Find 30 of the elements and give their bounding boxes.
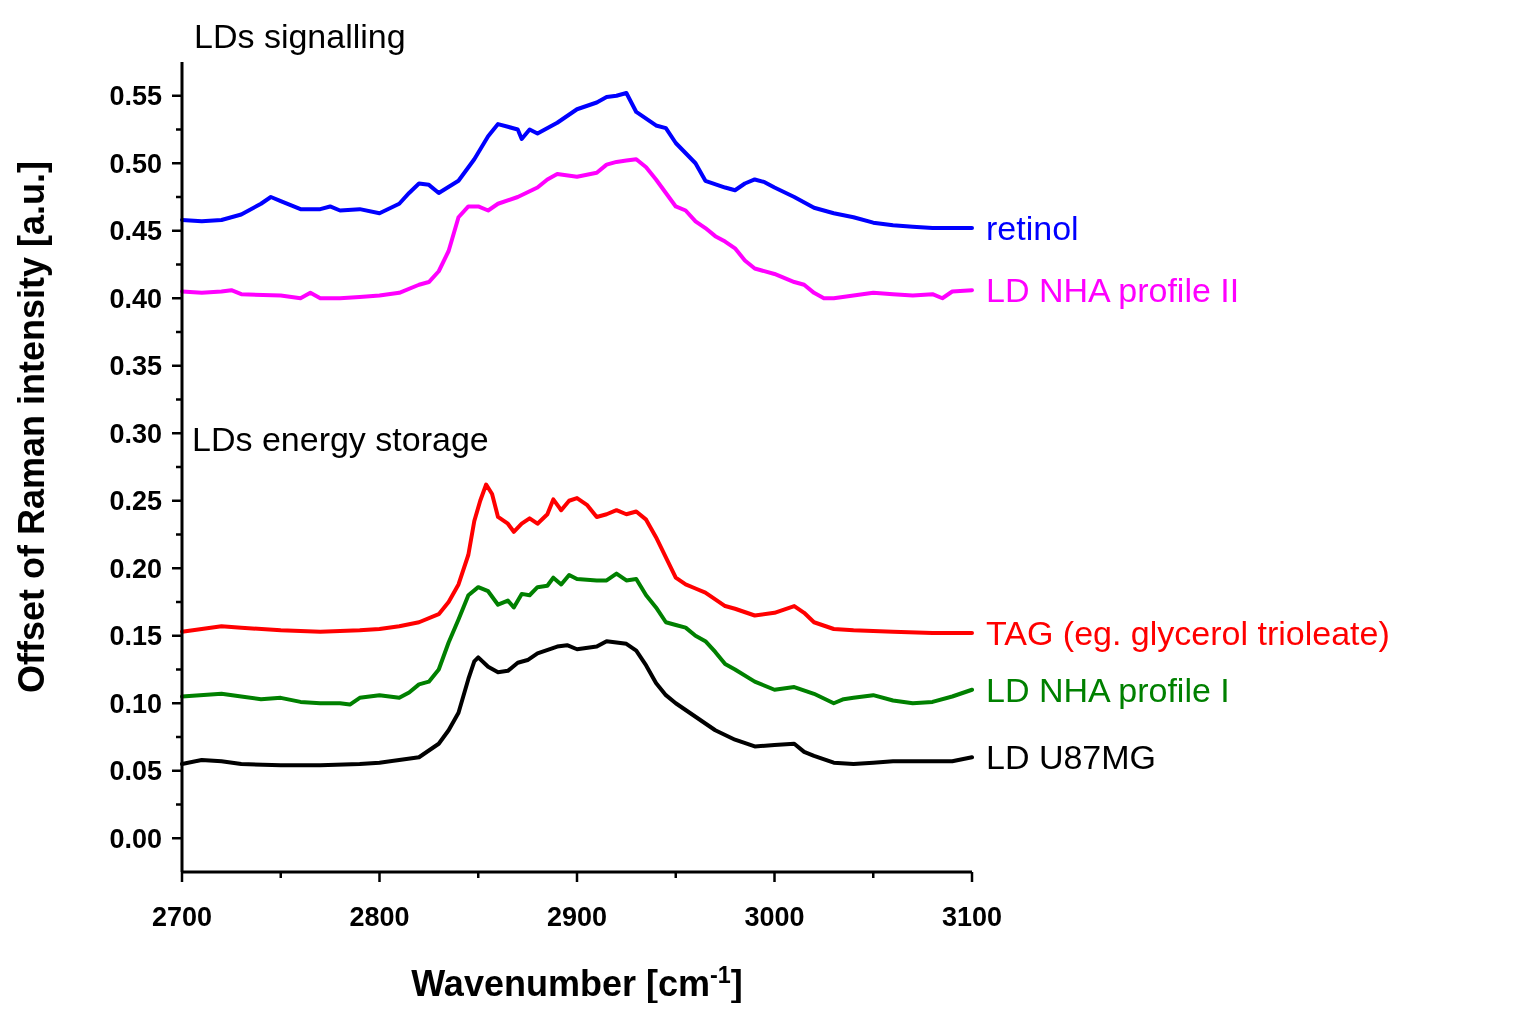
line-series	[180, 571, 974, 707]
y-tick-label: 0.10	[109, 688, 162, 719]
series-label: LD NHA profile I	[986, 670, 1230, 709]
y-tick-label: 0.05	[109, 756, 162, 787]
line-series	[180, 157, 974, 301]
x-axis-title: Wavenumber [cm$^{-1}$]	[411, 962, 743, 1004]
x-tick-label: 2900	[546, 902, 608, 932]
y-tick-label: 0.55	[109, 81, 162, 112]
series-label: TAG (eg. glycerol trioleate)	[986, 613, 1390, 652]
series-label: LD U87MG	[986, 738, 1157, 777]
x-tick-label: 2700	[151, 902, 213, 932]
text: LDs signalling	[194, 17, 406, 55]
annotation: LDs energy storage	[192, 420, 489, 459]
line-series	[180, 482, 974, 636]
y-tick-label: 0.35	[109, 351, 162, 382]
x-tick-label: 3100	[941, 902, 1003, 932]
y-tick-label: 0.45	[109, 216, 162, 247]
y-tick-label: 0.50	[109, 148, 162, 179]
y-tick-label: 0.25	[109, 486, 162, 517]
x-tick-label: 3000	[744, 902, 805, 932]
y-tick-label: 0.00	[109, 823, 162, 854]
y-tick-label: 0.15	[109, 621, 162, 652]
series-label: LD NHA profile II	[986, 271, 1240, 310]
y-axis-title: Offset of Raman intensity [a.u.]	[11, 160, 52, 694]
y-tick-label: 0.20	[109, 553, 162, 584]
x-tick-label: 2800	[349, 902, 410, 932]
y-tick-label: 0.30	[109, 418, 162, 449]
line-series	[180, 91, 974, 231]
series-label: retinol	[986, 208, 1079, 247]
y-tick-label: 0.40	[109, 283, 162, 314]
